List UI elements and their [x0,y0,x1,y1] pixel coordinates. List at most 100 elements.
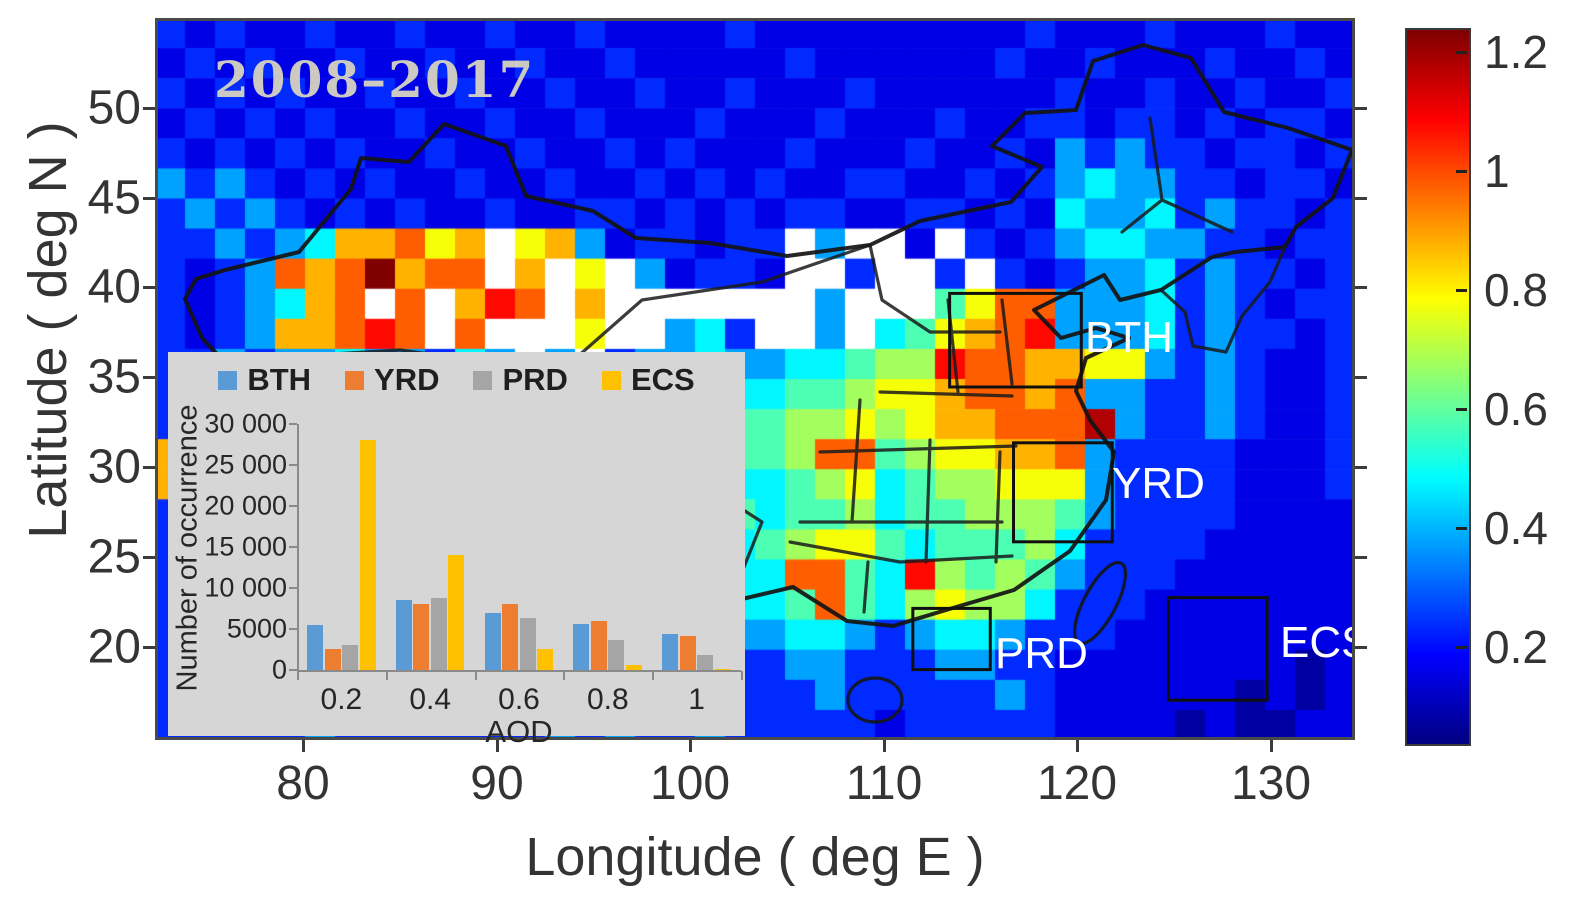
bar-yrd-aod-0.4 [413,604,430,670]
bar-ecs-aod-0.8 [625,665,642,670]
inset-y-tick [289,587,297,589]
inset-x-tick-label: 1 [688,683,705,716]
legend-swatch-ecs [601,370,621,390]
bar-yrd-aod-1 [679,636,696,670]
colorbar-tick-label: 0.6 [1484,382,1548,435]
region-label-bth: BTH [1085,313,1173,362]
y-tick-right [1355,286,1367,289]
y-tick-right [1355,376,1367,379]
y-tick-right [1355,107,1367,110]
colorbar-tick [1456,169,1467,173]
bar-yrd-aod-0.6 [502,604,519,670]
colorbar-tick [1456,50,1467,54]
colorbar-tick-label: 1.2 [1484,25,1548,78]
legend-swatch-yrd [345,370,365,390]
x-tick [496,740,499,752]
taiwan-island-outline [1072,560,1128,646]
colorbar [1405,28,1471,746]
inset-y-tick-label: 0 [271,654,287,685]
bar-bth-aod-0.8 [573,624,590,670]
inset-y-tick-label: 30 000 [204,408,287,439]
inset-y-tick-label: 15 000 [204,531,287,562]
x-tick [1270,740,1273,752]
inset-y-tick-label: 20 000 [204,490,287,521]
inset-y-tick [289,423,297,425]
x-tick-label: 110 [845,757,923,810]
x-tick [689,740,692,752]
inset-x-tick [297,671,299,680]
colorbar-tick [1456,407,1467,411]
bar-prd-aod-0.2 [342,645,358,670]
colorbar-tick [1456,526,1467,530]
x-axis-title: Longitude ( deg E ) [525,827,985,887]
y-tick [143,376,155,379]
inset-x-tick [474,671,477,680]
inset-y-tick [289,669,297,671]
colorbar-tick-label: 0.2 [1484,620,1548,673]
x-tick-label: 80 [276,757,330,810]
colorbar-tick-label: 0.8 [1484,263,1548,316]
region-label-prd: PRD [995,629,1088,678]
y-tick-label: 40 [87,260,141,314]
bar-prd-aod-1 [697,655,714,670]
x-tick [302,740,305,752]
x-tick [1076,740,1079,752]
y-tick [143,286,155,289]
inset-y-tick [289,505,297,507]
y-tick [143,646,155,649]
inset-x-tick-label: 0.2 [320,683,363,716]
inset-y-axis-label: Number of occurrence [171,404,204,692]
inset-y-tick [289,546,297,548]
bar-prd-aod-0.8 [608,640,625,670]
colorbar-tick [1456,645,1467,649]
inset-x-tick [385,671,388,680]
region-label-ecs: ECS [1280,618,1355,667]
bar-bth-aod-0.4 [395,600,412,670]
inset-x-tick-label: 0.8 [586,683,629,716]
y-tick-label: 45 [87,171,141,225]
y-tick [143,197,155,200]
inset-x-tick-label: 0.6 [498,683,540,716]
hainan-island-outline [846,676,904,724]
y-tick [143,556,155,559]
legend-label: BTH [247,362,312,397]
legend-item-ecs: ECS [601,362,695,398]
region-box-prd [911,606,992,672]
legend-swatch-prd [473,370,493,390]
y-tick-label: 30 [87,440,141,494]
region-box-bth [948,291,1083,389]
y-tick [143,466,155,469]
bar-ecs-aod-0.2 [359,440,376,670]
region-label-yrd: YRD [1112,459,1205,508]
bar-ecs-aod-1 [714,669,731,670]
legend-label: ECS [630,362,695,397]
y-tick-right [1355,466,1367,469]
bar-prd-aod-0.6 [519,618,536,670]
x-tick [883,740,886,752]
bar-ecs-aod-0.4 [448,555,465,670]
inset-x-tick [563,671,566,680]
legend-swatch-bth [218,370,238,390]
inset-y-tick [289,628,297,630]
y-tick-label: 50 [87,81,141,135]
inset-y-axis-line [297,424,299,670]
colorbar-tick [1456,288,1467,292]
y-tick-right [1355,646,1367,649]
y-tick [143,107,155,110]
inset-x-axis-line [297,670,741,672]
y-tick-right [1355,197,1367,200]
legend-label: PRD [502,362,568,397]
bar-bth-aod-0.2 [307,625,323,670]
aod-histogram-inset: BTH YRD PRD ECS 0 5000 10 000 15 000 20 000 25 0… [168,352,745,749]
x-tick-label: 120 [1036,757,1118,810]
inset-y-tick-label: 10 000 [204,572,287,603]
bar-prd-aod-0.4 [430,598,447,670]
bar-ecs-aod-0.6 [537,649,554,670]
colorbar-tick-label: 1 [1484,144,1510,197]
inset-x-tick [741,671,743,680]
region-box-ecs [1166,596,1269,702]
legend-item-prd: PRD [473,362,568,398]
y-tick-label: 35 [87,350,141,404]
bar-bth-aod-0.6 [484,613,501,670]
